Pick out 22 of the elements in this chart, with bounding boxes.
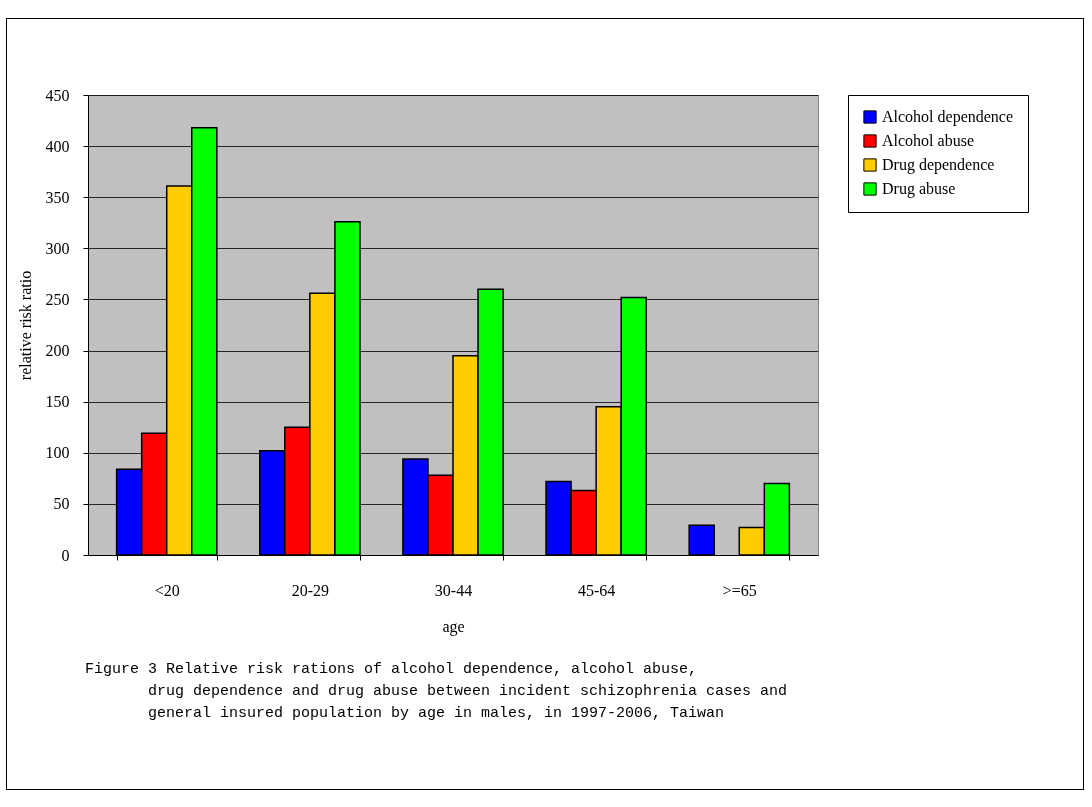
x-tick-label: <20 [154,581,180,599]
y-axis-title: relative risk ratio [16,270,34,381]
y-tick-label: 350 [45,188,70,206]
y-tick-label: 250 [45,290,70,308]
y-tick-label: 400 [45,137,70,155]
y-tick-label: 0 [61,546,70,564]
x-axis-title: age [442,617,465,636]
x-tick-label: 45-64 [577,581,616,599]
y-tick-label: 450 [45,86,70,104]
y-tick-label: 300 [45,239,70,257]
legend-label: Drug abuse [882,180,956,198]
y-tick-label: 150 [45,393,70,411]
caption: Figure 3 Relative risk rations of alcohol dependence, alcohol abuse, drug dependence and drug abuse between incident schizophrenia cases and general insured population by age in males, in 1997-2006, Taiwan [85,660,788,724]
x-tick-label: 20-29 [291,581,330,599]
y-tick-label: 200 [45,342,70,360]
y-tick-label: 50 [53,495,70,513]
x-tick-label: >=65 [722,581,757,599]
legend-label: Alcohol dependence [882,108,1014,126]
legend-label: Drug dependence [882,156,995,174]
x-tick-label: 30-44 [434,581,473,599]
legend-label: Alcohol abuse [882,132,974,149]
y-tick-label: 100 [45,444,70,462]
